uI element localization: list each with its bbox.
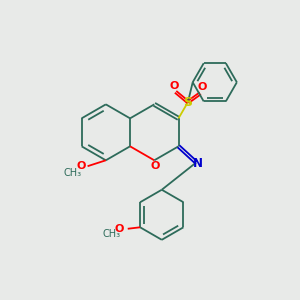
Text: S: S <box>183 96 192 109</box>
Text: O: O <box>170 81 179 91</box>
Text: CH₃: CH₃ <box>103 229 121 239</box>
Text: N: N <box>193 158 203 170</box>
Text: O: O <box>150 160 160 171</box>
Text: CH₃: CH₃ <box>63 168 81 178</box>
Text: O: O <box>197 82 206 92</box>
Text: O: O <box>115 224 124 234</box>
Text: O: O <box>77 161 86 172</box>
